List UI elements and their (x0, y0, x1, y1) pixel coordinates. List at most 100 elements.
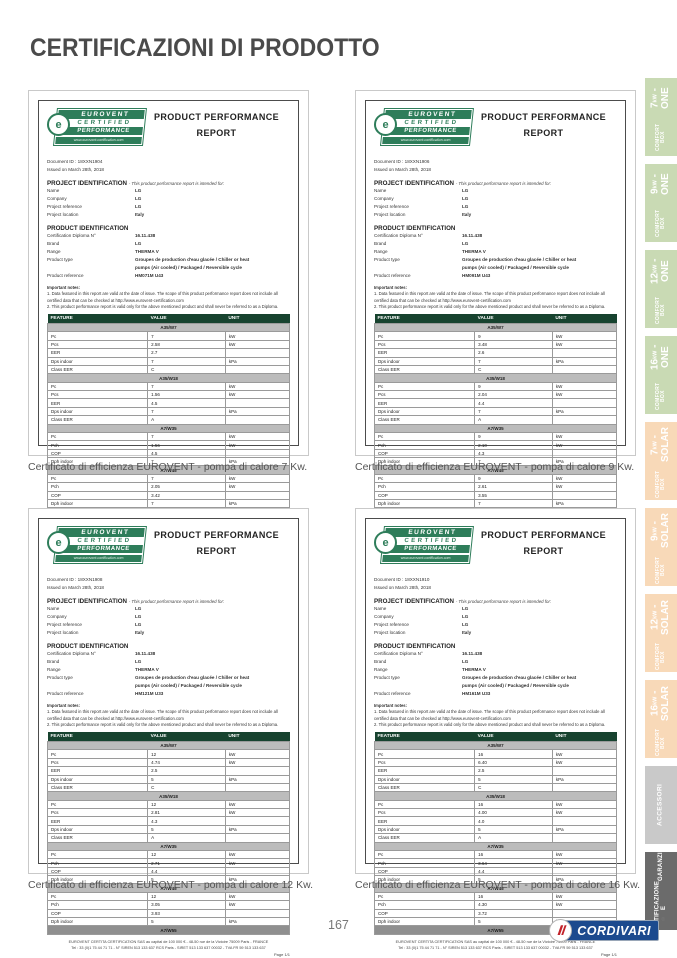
tab-comfort-box-16kw-solar[interactable]: COMFORT BOX 16kW - SOLAR (645, 680, 677, 758)
field-project-reference: Project reference LG (47, 203, 142, 209)
table-row: Pcs 2.58 kW (46, 339, 291, 350)
field-company: Company LG (374, 613, 469, 619)
table-row: Pcs 4.00 kW (373, 808, 618, 818)
tab-comfort-box-9kw-one[interactable]: COMFORT BOX 9kW - ONE (645, 164, 677, 242)
field-product-reference: Product reference HM071M U43 (47, 272, 164, 278)
field-product-type: Product type Groupes de production d'eau … (374, 674, 577, 688)
table-row: Pc 7 kW (46, 381, 291, 392)
tab-comfort-box-16kw-one[interactable]: COMFORT BOX 16kW - ONE (645, 336, 677, 414)
field-product-type: Product type Groupes de production d'eau … (374, 256, 577, 270)
project-identification-heading: PROJECT IDENTIFICATION - This product pe… (47, 179, 225, 187)
field-project-reference: Project reference LG (47, 621, 142, 627)
certificate-16kw: EUROVENT CERTIFIED PERFORMANCE www.eurov… (355, 508, 636, 957)
certificate-9kw: EUROVENT CERTIFIED PERFORMANCE www.eurov… (355, 90, 636, 539)
table-row: Pch 3.64 kW (373, 858, 618, 868)
table-header: VALUE (474, 314, 553, 324)
table-header: FEATURE (47, 732, 148, 742)
table-row: Dph indoor 7 kPa (46, 498, 291, 509)
table-header: UNIT (225, 314, 290, 324)
table-row: Pc 16 kW (373, 891, 618, 902)
table-header: VALUE (147, 314, 226, 324)
certificate-document: EUROVENT CERTIFIED PERFORMANCE www.eurov… (38, 518, 299, 957)
cordivari-logo: CORDIVARI ® (549, 917, 665, 942)
condition-band: A7/W35 (374, 423, 617, 433)
table-header: FEATURE (374, 314, 475, 324)
registered-mark: ® (661, 917, 665, 923)
issue-date: Issued on March 28th, 2018 (374, 166, 431, 172)
page-label: Page 1/1 (273, 951, 290, 957)
tab-accessori[interactable]: ACCESSORI (645, 766, 677, 844)
field-diploma: Certification Diploma N° 16.11.438 (374, 650, 483, 656)
page-label: Page 1/1 (600, 951, 617, 957)
table-row: Pc 7 kW (46, 331, 291, 341)
table-header: VALUE (474, 732, 553, 742)
important-notes: Important notes: 1. Data featured in thi… (47, 284, 279, 309)
table-header: UNIT (225, 732, 290, 742)
table-row: Dps indoor 7 kPa (46, 406, 291, 417)
performance-table: FEATURE VALUE UNIT A35/W7 Pc 12 kW Pcs 4.74 kW EER… (46, 732, 291, 935)
field-product-type: Product type Groupes de production d'eau … (47, 674, 250, 688)
field-product-reference: Product reference HM161M U33 (374, 690, 491, 696)
table-row: Dps indoor 5 kPa (373, 824, 618, 835)
table-row: Pc 9 kW (373, 473, 618, 484)
field-range: Range THERMA V (374, 248, 486, 254)
table-row: COP 4.5 (46, 448, 291, 459)
page-title: CERTIFICAZIONI DI PRODOTTO (30, 34, 380, 62)
tab-comfort-box-12kw-solar[interactable]: COMFORT BOX 12kW - SOLAR (645, 594, 677, 672)
performance-table-container: FEATURE VALUE UNIT A35/W7 Pc 12 kW Pcs 4.74 kW EER… (46, 728, 291, 935)
table-row: Dph indoor 7 kPa (373, 498, 618, 509)
table-row: Class EER C (373, 364, 618, 375)
field-project-location: Project location Italy (374, 211, 472, 217)
field-diploma: Certification Diploma N° 16.11.438 (47, 232, 156, 238)
document-meta: Document ID : 18XXN1910 Issued on March … (374, 576, 617, 592)
tab-comfort-box-9kw-solar[interactable]: COMFORT BOX 9kW - SOLAR (645, 508, 677, 586)
report-title: PRODUCT PERFORMANCE REPORT (153, 112, 280, 138)
table-row: Pc 12 kW (46, 849, 291, 860)
table-row: Pc 9 kW (373, 331, 618, 341)
table-row: Pch 2.05 kW (46, 482, 291, 492)
table-row: EER 4.3 (46, 816, 291, 826)
eurovent-emblem-icon: e (47, 531, 70, 554)
table-row: Pc 12 kW (46, 749, 291, 759)
table-row: Pch 2.71 kW (46, 858, 291, 868)
field-name: Name LG (47, 187, 142, 193)
tab-comfort-box-7kw-one[interactable]: COMFORT BOX 7kW - ONE (645, 78, 677, 156)
condition-band: A7/W35 (374, 841, 617, 851)
caption-16kw: Certificato di efficienza EUROVENT - pom… (355, 879, 640, 891)
performance-table-container: FEATURE VALUE UNIT A35/W7 Pc 16 kW Pcs 6.40 kW EER… (373, 728, 618, 935)
condition-band: A35/W7 (47, 323, 290, 333)
table-row: Dps indoor 5 kPa (46, 774, 291, 784)
table-row: COP 3.93 (46, 908, 291, 918)
eurovent-word: EUROVENT (57, 110, 145, 119)
table-row: COP 3.55 (373, 490, 618, 500)
product-identification-heading: PRODUCT IDENTIFICATION (374, 224, 456, 232)
table-row: Dps indoor 7 kPa (373, 406, 618, 417)
table-row: Pc 12 kW (46, 799, 291, 810)
document-id: Document ID : 18XXN1908 (47, 577, 103, 582)
table-row: Class EER C (46, 782, 291, 793)
page-number: 167 (328, 918, 349, 932)
eurovent-emblem-icon: e (47, 113, 70, 136)
condition-band: A35/W18 (47, 791, 290, 801)
table-row: COP 3.72 (373, 908, 618, 918)
eurovent-word: EUROVENT (384, 110, 472, 119)
certificate-footer: EUROVENT CERTITA CERTIFICATION SAS au ca… (395, 939, 596, 950)
field-name: Name LG (374, 605, 469, 611)
table-row: Pc 16 kW (373, 799, 618, 810)
table-row: Pc 7 kW (46, 431, 291, 442)
tab-comfort-box-12kw-one[interactable]: COMFORT BOX 12kW - ONE (645, 250, 677, 328)
caption-12kw: Certificato di efficienza EUROVENT - pom… (28, 879, 313, 891)
table-row: Class EER A (46, 415, 291, 425)
table-header: UNIT (552, 314, 617, 324)
table-row: COP 4.4 (46, 866, 291, 877)
tab-comfort-box-7kw-solar[interactable]: COMFORT BOX 7kW - SOLAR (645, 422, 677, 500)
field-diploma: Certification Diploma N° 16.11.438 (47, 650, 156, 656)
table-header: UNIT (552, 732, 617, 742)
table-row: Pch 2.10 kW (373, 440, 618, 450)
table-header: FEATURE (47, 314, 148, 324)
field-project-location: Project location Italy (47, 211, 145, 217)
performance-table-container: FEATURE VALUE UNIT A35/W7 Pc 7 kW Pcs 2.58 kW EER 2… (46, 310, 291, 517)
table-row: COP 3.42 (46, 490, 291, 500)
performance-table: FEATURE VALUE UNIT A35/W7 Pc 16 kW Pcs 6.40 kW EER… (373, 732, 618, 935)
field-diploma: Certification Diploma N° 16.11.438 (374, 232, 483, 238)
